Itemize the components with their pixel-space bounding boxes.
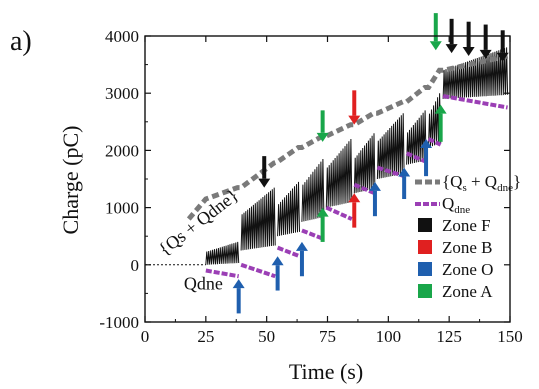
zone-o-arrow: [271, 256, 284, 291]
charge-step-trace: [376, 113, 405, 180]
x-axis-title: Time (s): [289, 359, 363, 384]
legend-item-zone_B: Zone B: [418, 238, 493, 257]
arrow-head: [316, 132, 329, 142]
zone-arrows: [232, 13, 509, 314]
annotation-qdne: Qdne: [184, 273, 223, 293]
qdne-segment: [240, 262, 276, 279]
legend-item-zone_O: Zone O: [418, 260, 493, 279]
charge-step-trace: [277, 181, 300, 237]
charge-step-trace: [353, 133, 376, 194]
y-tick-label: 4000: [105, 27, 139, 46]
qdne-segment: [442, 94, 508, 110]
y-tick-label: 2000: [105, 141, 139, 160]
legend-label: {Qs + Qdne}: [442, 172, 521, 194]
legend-item-qs_qdne: {Qs + Qdne}: [415, 172, 521, 194]
charge-step-trace: [240, 187, 276, 251]
qdne-segment: [405, 151, 427, 164]
legend-label: Qdne: [442, 194, 470, 216]
x-tick-label: 50: [258, 327, 275, 346]
qdne-segment: [325, 205, 353, 221]
legend-swatch: [418, 240, 432, 254]
arrow-head: [462, 47, 475, 57]
arrow-head: [398, 167, 411, 177]
x-tick-label: 25: [197, 327, 214, 346]
charge-step-trace: [325, 138, 353, 208]
arrow-head: [258, 178, 271, 188]
zone-a-arrow: [316, 207, 329, 242]
qdne-segment: [205, 268, 240, 279]
zone-a-arrow: [429, 13, 442, 51]
x-tick-label: 150: [497, 327, 523, 346]
arrow-head: [496, 52, 509, 62]
legend-swatch: [418, 284, 432, 298]
y-axis-title: Charge (pC): [58, 126, 83, 235]
y-tick-label: 3000: [105, 84, 139, 103]
legend-item-zone_F: Zone F: [418, 216, 491, 235]
charge-step-trace: [205, 241, 240, 265]
qdne-segment: [276, 245, 301, 259]
arrow-head: [420, 138, 433, 148]
qdne-segment: [353, 182, 376, 196]
x-tick-label: 0: [141, 327, 150, 346]
arrow-head: [232, 279, 245, 289]
zone-o-arrow: [420, 138, 433, 177]
legend-label: Zone A: [442, 282, 493, 301]
x-tick-label: 75: [319, 327, 336, 346]
arrow-head: [434, 104, 447, 114]
legend-label: Zone F: [442, 216, 491, 235]
annotation-qs-qdne: {Qs + Qdne}: [155, 185, 243, 260]
charge-step-trace: [442, 47, 509, 99]
arrow-head: [368, 181, 381, 191]
zone-a-arrow: [316, 110, 329, 142]
zone-f-arrow: [479, 24, 492, 59]
charge-step-trace: [406, 110, 427, 165]
arrow-head: [445, 44, 458, 54]
x-tick-label: 100: [376, 327, 402, 346]
qdne-segment: [376, 165, 405, 179]
y-tick-label: -1000: [99, 313, 139, 332]
legend-swatch: [418, 262, 432, 276]
x-tick-label: 125: [436, 327, 462, 346]
data-marks: [145, 47, 509, 279]
annotations: {Qs + Qdne} Qdne: [155, 185, 243, 294]
qdne-segment: [427, 137, 442, 147]
zone-f-arrow: [445, 18, 458, 54]
arrow-head: [348, 193, 361, 203]
zone-b-arrow: [348, 193, 361, 228]
y-tick-label: 1000: [105, 199, 139, 218]
zone-o-arrow: [398, 167, 411, 200]
arrow-head: [479, 49, 492, 59]
charge-step-trace: [301, 158, 325, 222]
zone-b-arrow: [348, 90, 361, 125]
panel-label: a): [10, 26, 32, 57]
legend-item-qdne: Qdne: [415, 194, 470, 216]
zone-f-arrow: [258, 156, 271, 188]
arrow-head: [295, 241, 308, 251]
y-tick-label: 0: [131, 256, 140, 275]
zone-f-arrow: [462, 21, 475, 57]
legend-label: Zone O: [442, 260, 493, 279]
legend-swatch: [418, 218, 432, 232]
zone-o-arrow: [295, 241, 308, 277]
legend-label: Zone B: [442, 238, 493, 257]
qdne-segment: [301, 228, 325, 241]
legend-item-zone_A: Zone A: [418, 282, 493, 301]
qs-qdne-envelope-line: [186, 53, 509, 221]
zone-o-arrow: [368, 181, 381, 217]
arrow-head: [429, 41, 442, 51]
arrow-head: [348, 115, 361, 125]
zone-o-arrow: [232, 279, 245, 314]
arrow-head: [316, 207, 329, 217]
arrow-head: [271, 256, 284, 266]
zone-a-arrow: [434, 104, 447, 142]
zone-f-arrow: [496, 30, 509, 62]
